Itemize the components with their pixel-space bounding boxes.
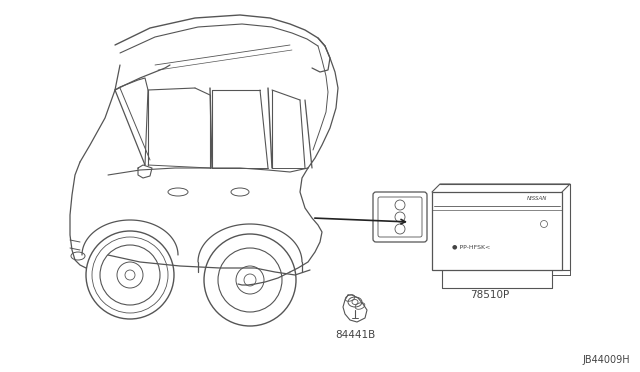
Text: ● PP-HFSK<: ● PP-HFSK< — [452, 244, 490, 250]
Text: 78510P: 78510P — [470, 290, 509, 300]
Text: 84441B: 84441B — [335, 330, 375, 340]
Text: JB44009H: JB44009H — [582, 355, 630, 365]
Text: NISSAN: NISSAN — [527, 196, 547, 202]
